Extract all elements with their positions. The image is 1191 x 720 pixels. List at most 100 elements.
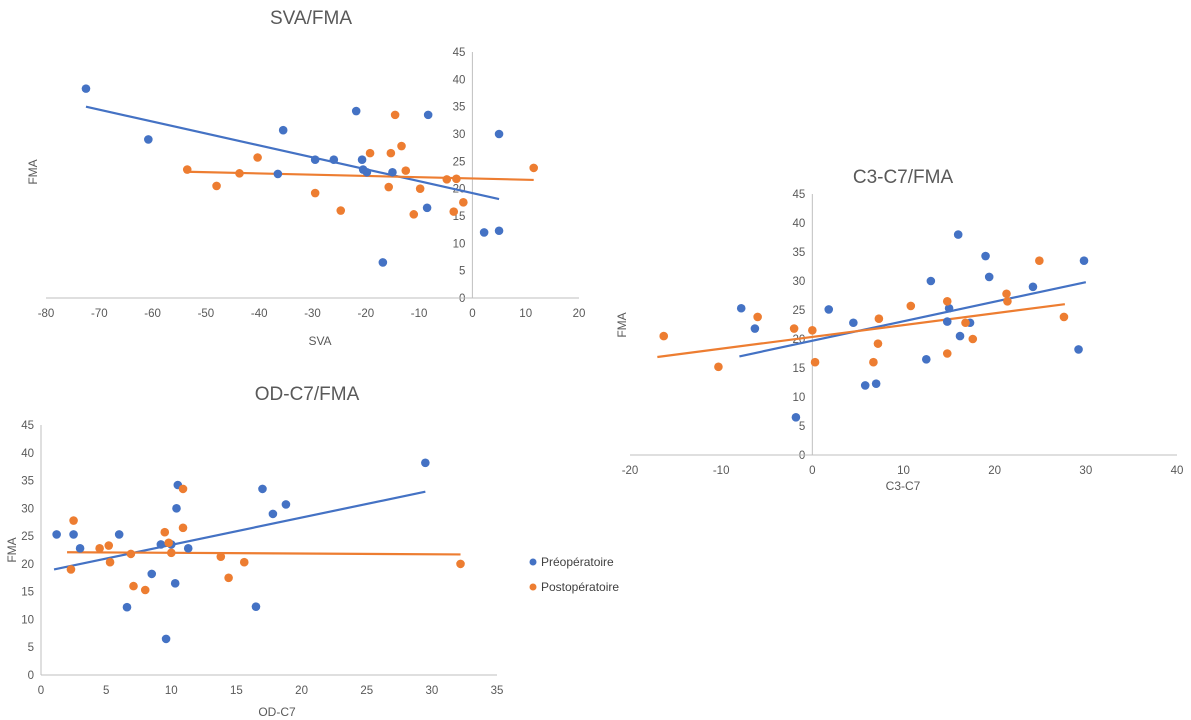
point-pre (824, 305, 834, 314)
point-post (869, 357, 878, 367)
trendline-post (187, 170, 534, 182)
legend: Préopératoire Postopératoire (529, 555, 619, 594)
point-post (449, 207, 459, 216)
point-post (253, 153, 262, 162)
point-pre (351, 106, 361, 116)
y-tick-label: 25 (793, 305, 806, 317)
point-post (140, 585, 150, 595)
point-post (384, 182, 394, 192)
point-post (409, 210, 419, 219)
point-post (1002, 289, 1011, 299)
point-post (529, 163, 538, 173)
y-tick-label: 45 (793, 189, 806, 201)
point-pre (423, 110, 433, 120)
point-post (789, 324, 799, 333)
chart-title: C3-C7/FMA (853, 167, 954, 188)
point-post (452, 174, 461, 184)
x-tick-label: 40 (1171, 465, 1184, 477)
y-tick-label: 0 (28, 670, 34, 682)
point-pre (921, 355, 931, 364)
point-pre (944, 303, 954, 313)
point-post (104, 541, 114, 550)
point-post (66, 565, 76, 574)
y-tick-label: 35 (453, 102, 466, 114)
x-tick-label: 35 (491, 685, 504, 697)
point-pre (871, 379, 881, 388)
trendlines (85, 105, 534, 201)
point-post (224, 573, 233, 583)
y-tick-label: 10 (21, 614, 34, 626)
point-pre (147, 569, 157, 579)
trendlines (657, 281, 1087, 359)
y-tick-label: 10 (453, 238, 466, 250)
point-post (459, 198, 468, 207)
point-pre (278, 125, 288, 135)
axes (46, 52, 579, 299)
trendline-post (657, 303, 1066, 359)
point-pre (849, 318, 858, 328)
point-post (1059, 312, 1069, 322)
x-tick-label: 0 (469, 308, 475, 320)
point-post (873, 339, 883, 348)
y-axis-label: FMA (615, 312, 629, 337)
x-tick-label: 25 (360, 685, 373, 697)
y-tick-label: 45 (21, 420, 34, 432)
x-tick-label: 10 (897, 465, 910, 477)
y-tick-label: 30 (21, 503, 34, 515)
point-post (942, 349, 952, 358)
x-tick-label: 0 (809, 465, 815, 477)
point-pre (75, 544, 85, 553)
point-post (105, 557, 115, 567)
x-axis-label: SVA (308, 334, 331, 348)
point-post (160, 527, 170, 537)
x-tick-label: 0 (38, 685, 44, 697)
y-tick-label: 20 (21, 559, 34, 571)
legend-label-post: Postopératoire (541, 580, 619, 594)
y-tick-label: 0 (799, 450, 805, 462)
x-tick-label: -20 (357, 308, 374, 320)
point-pre (161, 634, 171, 644)
point-post (386, 148, 396, 158)
y-axis-label: FMA (26, 159, 40, 184)
point-post (942, 297, 952, 306)
point-post (310, 188, 320, 198)
point-pre (984, 272, 994, 282)
x-tick-label: 20 (573, 308, 586, 320)
legend-marker-pre (529, 558, 537, 566)
data-points (659, 230, 1089, 422)
point-pre (81, 84, 91, 93)
point-pre (172, 504, 181, 513)
y-tick-label: 5 (28, 642, 34, 654)
x-axis-label: OD-C7 (258, 705, 296, 719)
x-tick-label: -60 (144, 308, 161, 320)
x-tick-label: -80 (38, 308, 55, 320)
point-pre (329, 155, 339, 164)
point-pre (955, 331, 965, 341)
y-tick-label: 25 (453, 156, 466, 168)
x-tick-label: -50 (198, 308, 215, 320)
point-post (442, 175, 452, 184)
point-pre (926, 276, 936, 286)
x-tick-label: 10 (519, 308, 532, 320)
point-post (906, 301, 916, 311)
point-post (1003, 297, 1012, 306)
point-pre (273, 169, 283, 179)
point-pre (942, 317, 952, 326)
point-pre (268, 509, 278, 519)
point-post (390, 110, 400, 120)
axes (40, 425, 497, 676)
y-tick-label: 30 (453, 129, 466, 141)
legend-marker-post (529, 583, 537, 591)
y-tick-label: 5 (459, 266, 465, 278)
point-pre (378, 258, 388, 267)
legend-label-pre: Préopératoire (541, 555, 614, 569)
point-pre (1028, 282, 1038, 292)
point-pre (479, 228, 489, 237)
x-tick-label: -20 (622, 465, 639, 477)
y-tick-label: 15 (793, 363, 806, 375)
x-tick-label: 20 (295, 685, 308, 697)
trendlines (53, 490, 461, 571)
point-post (415, 184, 425, 193)
